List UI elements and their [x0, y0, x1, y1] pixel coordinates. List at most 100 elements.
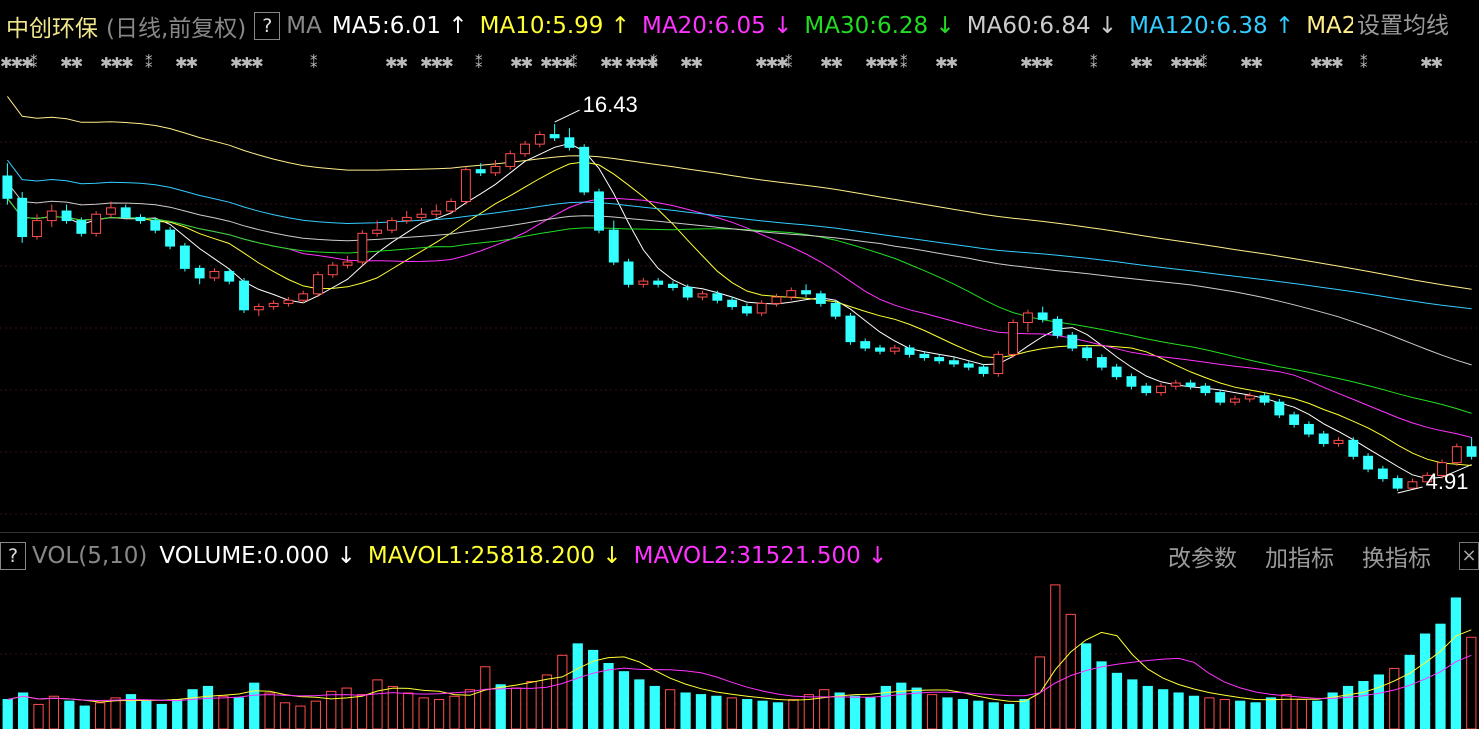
volume-bar — [480, 666, 491, 729]
edit-params-button[interactable]: 改参数 — [1168, 546, 1237, 572]
event-marker[interactable]: ✱✱ — [820, 54, 843, 72]
kline-chart[interactable]: 16.43 4.91 — [0, 80, 1479, 530]
candle-body — [1451, 446, 1462, 464]
event-marker[interactable]: ✱✱✱ — [230, 54, 264, 72]
candle-body — [1318, 433, 1329, 445]
ma-value-0: MA5:6.01 ↑ — [331, 13, 468, 39]
volume-bar — [48, 695, 60, 729]
event-marker[interactable]: ✱✱✱ — [0, 54, 34, 72]
candle-body — [534, 134, 545, 145]
volume-bar — [433, 699, 445, 729]
event-marker[interactable]: ✱✱ — [175, 54, 198, 72]
event-marker[interactable]: ✱✱✱ — [1020, 54, 1054, 72]
candle-body — [105, 207, 116, 215]
candle-body — [771, 296, 782, 304]
event-marker[interactable]: ⁑ — [1360, 54, 1367, 72]
event-marker[interactable]: ✱✱ — [385, 54, 408, 72]
ma-value-5: MA120:6.38 ↑ — [1129, 13, 1295, 39]
event-marker[interactable]: ✱✱✱ — [1310, 54, 1344, 72]
add-indicator-button[interactable]: 加指标 — [1265, 546, 1334, 572]
candle-body — [904, 347, 915, 355]
event-marker[interactable]: ⁑ — [310, 54, 317, 72]
volume-bar — [572, 643, 583, 729]
candle-body — [1230, 398, 1240, 403]
volume-chart[interactable] — [0, 578, 1479, 729]
event-marker[interactable]: ⁑ — [650, 54, 657, 72]
volume-bar — [865, 697, 876, 729]
volume-bar — [249, 682, 260, 729]
event-marker[interactable]: ⁑ — [570, 54, 577, 72]
event-marker[interactable]: ✱✱ — [60, 54, 83, 72]
candle-body — [17, 197, 28, 238]
candle-body — [1022, 312, 1033, 324]
candle-body — [697, 293, 708, 298]
event-marker[interactable]: ⁑ — [785, 54, 792, 72]
candle-body — [150, 220, 161, 231]
candle-body — [638, 280, 649, 285]
event-marker[interactable]: ⁑ — [30, 54, 37, 72]
switch-indicator-button[interactable]: 换指标 — [1362, 546, 1431, 572]
volume-bar — [680, 692, 691, 729]
volume-bar — [1065, 613, 1076, 729]
event-marker[interactable]: ✱✱ — [1240, 54, 1263, 72]
volume-bar — [264, 692, 275, 729]
event-marker[interactable]: ✱✱✱ — [755, 54, 789, 72]
candle-body — [978, 366, 989, 374]
volume-bar — [1373, 674, 1384, 729]
event-marker[interactable]: ✱✱ — [510, 54, 533, 72]
event-marker[interactable]: ✱✱✱ — [1170, 54, 1204, 72]
volume-bar — [1142, 685, 1153, 729]
event-marker[interactable]: ⁑ — [475, 54, 482, 72]
volume-bar — [372, 679, 383, 729]
candle-body — [342, 261, 353, 266]
volume-bar — [942, 697, 953, 729]
candle-body — [668, 283, 678, 288]
event-marker[interactable]: ⁑ — [900, 54, 907, 72]
event-marker[interactable]: ⁑ — [1200, 54, 1207, 72]
indicator-label: MA — [286, 13, 322, 39]
event-marker[interactable]: ⁑ — [1090, 54, 1097, 72]
volume-bar — [665, 689, 676, 729]
volume-bar — [1003, 703, 1015, 729]
event-marker[interactable]: ✱✱✱ — [540, 54, 574, 72]
stock-name[interactable]: 中创环保 — [6, 16, 98, 42]
event-marker[interactable]: ✱✱ — [1420, 54, 1443, 72]
event-marker[interactable]: ✱✱✱ — [100, 54, 134, 72]
volume-bar — [957, 699, 969, 729]
volume-bar — [110, 697, 121, 729]
volume-bar — [1081, 643, 1092, 729]
volume-bar — [618, 671, 630, 729]
candle-body — [845, 315, 856, 343]
event-marker[interactable]: ✱✱ — [600, 54, 623, 72]
event-marker[interactable]: ⁑ — [145, 54, 152, 72]
volume-bar — [557, 654, 568, 729]
close-icon[interactable]: × — [1459, 542, 1479, 570]
event-marker[interactable]: ✱✱✱ — [420, 54, 454, 72]
candle-body — [431, 210, 442, 215]
candle-body — [416, 213, 427, 218]
candle-body — [327, 264, 338, 276]
event-marker[interactable]: ✱✱ — [935, 54, 958, 72]
volume-bar — [64, 700, 75, 729]
candle-body — [1111, 366, 1122, 378]
ma120-line — [7, 159, 1472, 310]
candle-body — [1259, 395, 1270, 403]
event-marker[interactable]: ✱✱ — [1130, 54, 1153, 72]
volume-help-button[interactable]: ? — [0, 542, 26, 570]
candle-body — [682, 286, 693, 298]
event-marker[interactable]: ✱✱✱ — [865, 54, 899, 72]
ma-settings-button[interactable]: 设置均线 — [1353, 0, 1479, 52]
volume-bar — [695, 694, 707, 729]
event-marker[interactable]: ✱✱✱ — [625, 54, 659, 72]
volume-bar — [141, 700, 152, 729]
candle-body — [653, 280, 664, 285]
volume-bar — [1235, 700, 1246, 729]
candle-body — [549, 134, 560, 139]
candle-body — [2, 175, 13, 199]
help-button[interactable]: ? — [254, 12, 281, 40]
volume-bar — [403, 692, 414, 729]
event-marker[interactable]: ✱✱ — [680, 54, 703, 72]
candle-body — [1437, 462, 1447, 476]
candle-body — [1348, 439, 1359, 457]
volume-bar — [95, 702, 106, 729]
